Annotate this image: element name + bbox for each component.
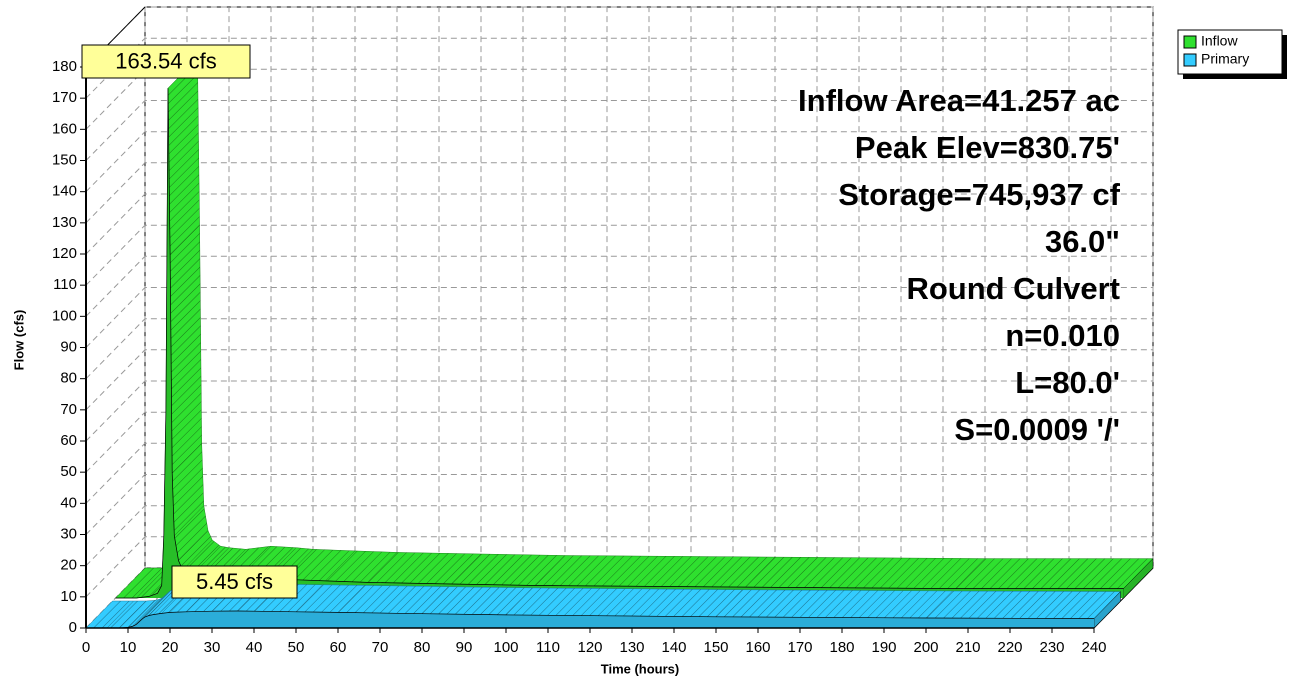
grid-line (85, 162, 1153, 224)
x-tick-label: 100 (493, 639, 518, 656)
x-tick-label: 130 (619, 639, 644, 656)
area-hatch (506, 587, 743, 617)
area-hatch (144, 588, 176, 618)
x-tick-label: 120 (577, 639, 602, 656)
area-hatch (955, 558, 1153, 589)
x-tick-label: 70 (372, 639, 389, 656)
x-tick-label: 220 (997, 639, 1022, 656)
area-hatch (107, 601, 147, 628)
y-tick-label: 70 (60, 401, 77, 418)
annotation: 5.45 cfs (196, 569, 273, 594)
x-tick-label: 30 (204, 639, 221, 656)
y-tick-label: 0 (69, 619, 77, 636)
grid-line (85, 193, 1153, 255)
area-line (86, 610, 1095, 629)
legend-swatch (1183, 53, 1197, 67)
y-tick-label: 30 (60, 525, 77, 542)
legend-label: Primary (1201, 51, 1249, 67)
x-tick-label: 40 (246, 639, 263, 656)
x-tick-label: 50 (288, 639, 305, 656)
grid-line (85, 442, 1153, 504)
x-tick-label: 60 (330, 639, 347, 656)
area-hatch (451, 554, 565, 586)
y-tick-label: 90 (60, 338, 77, 355)
info-line: Inflow Area=41.257 ac (798, 83, 1120, 118)
y-tick-label: 140 (52, 183, 77, 200)
x-tick-label: 0 (82, 639, 90, 656)
area-hatch (128, 599, 159, 628)
x-tick-label: 230 (1039, 639, 1064, 656)
grid-line (85, 505, 1153, 567)
info-line: Peak Elev=830.75' (855, 130, 1120, 165)
area-hatch (926, 591, 1121, 619)
y-axis-label: Flow (cfs) (11, 310, 26, 371)
area-hatch (745, 557, 985, 589)
x-tick-label: 90 (456, 639, 473, 656)
info-line: 36.0" (1045, 224, 1120, 259)
area-hatch (283, 549, 355, 581)
y-tick-label: 170 (52, 89, 77, 106)
y-tick-label: 180 (52, 58, 77, 75)
area-hatch (115, 568, 166, 598)
legend-label: Inflow (1201, 33, 1238, 49)
area-hatch (535, 555, 775, 588)
grid-line (85, 224, 1153, 286)
info-line: Storage=745,937 cf (838, 177, 1120, 212)
y-tick-label: 120 (52, 245, 77, 262)
area-hatch (325, 550, 397, 583)
y-tick-label: 60 (60, 432, 77, 449)
y-tick-label: 160 (52, 120, 77, 137)
y-tick-label: 100 (52, 307, 77, 324)
area-hatch (172, 443, 204, 536)
x-tick-label: 110 (536, 639, 560, 656)
x-tick-label: 180 (829, 639, 854, 656)
legend-swatch (1183, 35, 1197, 49)
grid-line (85, 411, 1153, 473)
x-axis-label: Time (hours) (601, 661, 680, 676)
x-tick-label: 80 (414, 639, 431, 656)
x-tick-label: 190 (871, 639, 896, 656)
info-line: S=0.0009 '/' (954, 412, 1120, 447)
x-tick-label: 150 (703, 639, 728, 656)
area-hatch (178, 530, 213, 570)
area-hatch (422, 586, 533, 615)
y-tick-label: 130 (52, 214, 77, 231)
area-hatch (716, 589, 953, 618)
area-front (86, 611, 1094, 628)
x-tick-label: 20 (162, 639, 179, 656)
series-0 (114, 57, 1154, 599)
series-1 (85, 583, 1122, 629)
area-hatch (367, 552, 481, 584)
info-line: n=0.010 (1005, 318, 1120, 353)
y-tick-label: 10 (60, 588, 77, 605)
x-tick-label: 160 (745, 639, 770, 656)
annotation: 163.54 cfs (115, 48, 217, 73)
annotation-box (171, 565, 298, 599)
y-tick-label: 150 (52, 151, 77, 168)
y-tick-label: 20 (60, 557, 77, 574)
x-tick-label: 210 (955, 639, 980, 656)
y-tick-label: 110 (53, 276, 77, 293)
area-hatch (168, 58, 200, 256)
area-hatch (296, 584, 365, 613)
area-hatch (119, 600, 155, 628)
x-tick-label: 240 (1081, 639, 1106, 656)
x-tick-label: 200 (913, 639, 938, 656)
x-tick-label: 170 (787, 639, 812, 656)
y-tick-label: 40 (60, 494, 77, 511)
info-line: Round Culvert (906, 271, 1120, 306)
area-hatch (86, 601, 134, 628)
y-tick-label: 80 (60, 370, 77, 387)
x-tick-label: 10 (120, 639, 137, 656)
x-tick-label: 140 (661, 639, 686, 656)
area-hatch (338, 585, 449, 614)
area-hatch (170, 225, 202, 474)
annotation-box (81, 44, 251, 79)
info-line: L=80.0' (1015, 365, 1120, 400)
grid-line (85, 474, 1153, 535)
y-tick-label: 50 (60, 463, 77, 480)
area-hatch (174, 505, 208, 561)
